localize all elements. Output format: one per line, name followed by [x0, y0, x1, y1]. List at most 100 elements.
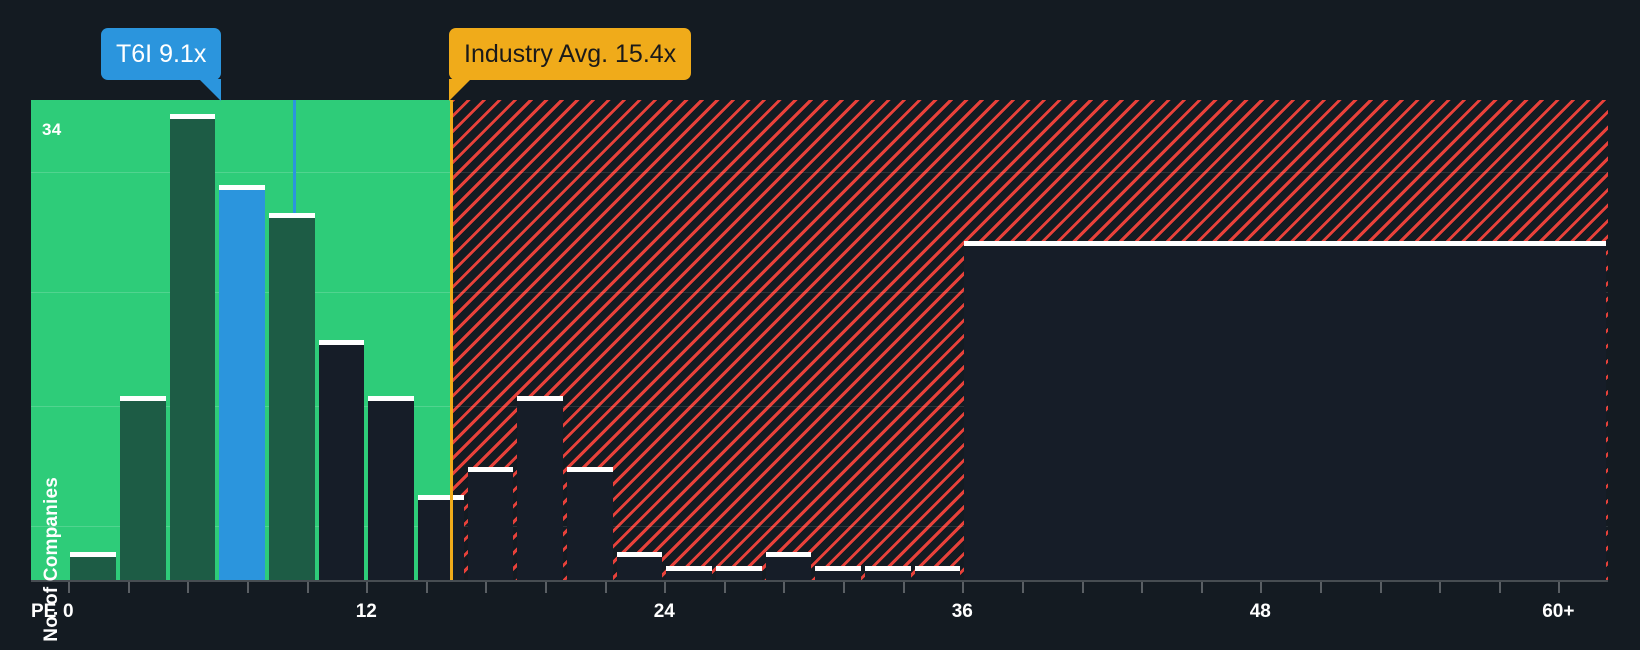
- bar-body: [368, 400, 414, 580]
- bar-top-cap: [169, 114, 216, 120]
- x-axis-tick-label: 60+: [1542, 601, 1575, 622]
- bar-body: [815, 569, 861, 580]
- histogram-bar: [467, 467, 514, 580]
- histogram-bar: [169, 114, 216, 580]
- gridline: [31, 172, 451, 173]
- bar-body: [765, 555, 812, 580]
- x-axis-tick: [1558, 582, 1561, 593]
- bar-body: [517, 400, 563, 580]
- marker-line-industry_avg: [449, 100, 453, 580]
- x-axis-tick: [604, 582, 607, 593]
- x-axis-tick: [1141, 582, 1144, 593]
- x-axis-tick-label: 36: [951, 601, 973, 622]
- histogram-bar: [70, 551, 116, 580]
- callout-t6i[interactable]: T6I 9.1x: [101, 28, 222, 80]
- bar-body: [318, 344, 365, 580]
- histogram-bar: [318, 340, 365, 580]
- histogram-bar: [566, 467, 613, 580]
- x-axis-tick: [664, 582, 667, 593]
- x-axis-tick: [247, 582, 250, 593]
- x-axis-tick: [485, 582, 488, 593]
- x-axis-tick: [1200, 582, 1203, 593]
- bar-body: [566, 471, 613, 580]
- bar-top-cap: [119, 396, 166, 402]
- bar-body: [964, 245, 1606, 580]
- histogram-bar: [119, 396, 166, 580]
- x-axis-tick: [1260, 582, 1263, 593]
- bar-top-cap: [417, 495, 464, 501]
- histogram-bar: [417, 495, 464, 580]
- gridline: [450, 172, 1608, 173]
- bar-body: [864, 569, 911, 580]
- y-axis-max-label: 34: [42, 120, 62, 139]
- bar-body: [219, 188, 265, 580]
- x-axis-tick-label: 24: [653, 601, 675, 622]
- callout-tail-industry_avg: [449, 79, 471, 101]
- plot-area: [31, 100, 1608, 580]
- bar-top-cap: [70, 551, 116, 557]
- x-axis-tick: [425, 582, 428, 593]
- x-axis-tick: [306, 582, 309, 593]
- x-axis-line: [31, 580, 1608, 582]
- bar-body: [914, 569, 961, 580]
- bar-top-cap: [318, 340, 365, 345]
- histogram-bar: [666, 565, 712, 580]
- x-axis-tick: [1439, 582, 1442, 593]
- histogram-bar: [815, 565, 861, 580]
- bar-body: [119, 400, 166, 580]
- x-axis-tick: [962, 582, 965, 593]
- bar-body: [169, 118, 216, 580]
- x-axis-tick: [68, 582, 71, 593]
- x-axis-tick: [187, 582, 190, 593]
- histogram-bar: [765, 551, 812, 580]
- histogram-bar: [864, 565, 911, 580]
- histogram-bar-highlighted: [219, 184, 265, 580]
- bar-top-cap: [368, 396, 414, 402]
- bar-top-cap: [715, 565, 762, 571]
- bar-top-cap: [616, 551, 663, 557]
- marker-line-t6i: [293, 100, 297, 213]
- histogram-bar: [964, 241, 1606, 580]
- x-axis-tick: [783, 582, 786, 593]
- bar-top-cap: [914, 565, 961, 571]
- bar-body: [70, 555, 116, 580]
- bar-top-cap: [517, 396, 563, 402]
- x-axis-tick-label: 48: [1249, 601, 1271, 622]
- bar-top-cap: [964, 241, 1606, 247]
- bar-top-cap: [864, 565, 911, 571]
- bar-body: [715, 569, 762, 580]
- x-axis-tick-label: 12: [355, 601, 377, 622]
- x-axis-tick: [1021, 582, 1024, 593]
- bar-body: [417, 499, 464, 580]
- x-axis-tick: [843, 582, 846, 593]
- histogram-bar: [368, 396, 414, 580]
- bar-top-cap: [268, 212, 315, 218]
- x-axis-tick: [1498, 582, 1501, 593]
- bar-body: [467, 471, 514, 580]
- x-axis-title: PE: [31, 601, 57, 622]
- bar-top-cap: [219, 184, 265, 190]
- bar-top-cap: [467, 467, 514, 473]
- x-axis-tick: [545, 582, 548, 593]
- histogram-bar: [517, 396, 563, 580]
- x-axis-tick-label: 0: [62, 601, 74, 622]
- bar-body: [268, 216, 315, 580]
- bar-body: [616, 555, 663, 580]
- bar-top-cap: [765, 551, 812, 557]
- x-axis-tick: [902, 582, 905, 593]
- x-axis-tick: [127, 582, 130, 593]
- histogram-bar: [914, 565, 961, 580]
- bar-top-cap: [666, 565, 712, 571]
- histogram-bar: [616, 551, 663, 580]
- callout-industry_avg[interactable]: Industry Avg. 15.4x: [449, 28, 692, 80]
- histogram-bar: [268, 212, 315, 580]
- x-axis-tick: [1319, 582, 1322, 593]
- x-axis-tick: [723, 582, 726, 593]
- bar-body: [666, 569, 712, 580]
- bar-top-cap: [815, 565, 861, 571]
- x-axis-tick: [366, 582, 369, 593]
- x-axis-tick: [1379, 582, 1382, 593]
- callout-tail-t6i: [199, 79, 222, 101]
- histogram-bar: [715, 565, 762, 580]
